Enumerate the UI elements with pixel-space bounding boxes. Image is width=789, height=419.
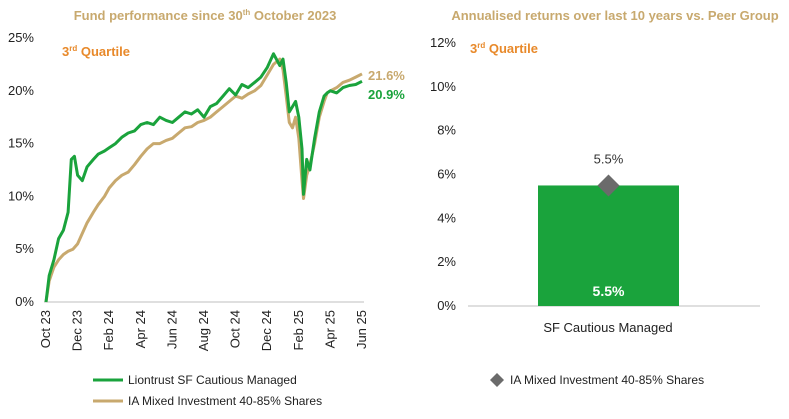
bar-legend-label-ia-mixed: IA Mixed Investment 40-85% Shares xyxy=(510,373,704,387)
line-chart: Fund performance since 30th October 2023… xyxy=(8,8,405,408)
line-chart-title-superscript: th xyxy=(243,8,251,17)
line-chart-end-labels: 21.6% 20.9% xyxy=(368,68,405,102)
line-chart-quartile-annotation: 3rd Quartile xyxy=(62,44,130,59)
bar-y-tick-label: 8% xyxy=(437,123,456,138)
line-y-tick-label: 25% xyxy=(8,30,34,45)
line-y-tick-label: 10% xyxy=(8,188,34,203)
end-label-ia-mixed: 21.6% xyxy=(368,68,405,83)
bar-y-tick-label: 2% xyxy=(437,254,456,269)
line-x-tick-label: Jun 24 xyxy=(164,310,179,349)
line-chart-y-ticks: 0% 5% 10% 15% 20% 25% xyxy=(8,30,34,309)
bar-chart-bars: 5.5% 5.5% xyxy=(538,151,679,306)
bar-chart: Annualised returns over last 10 years vs… xyxy=(430,8,779,387)
bar-chart-quartile-suffix: rd xyxy=(477,41,485,50)
line-x-tick-label: Jun 25 xyxy=(354,310,369,349)
line-y-tick-label: 15% xyxy=(8,136,34,151)
end-label-liontrust: 20.9% xyxy=(368,87,405,102)
bar-sf-cautious-managed xyxy=(538,185,679,306)
line-series-1 xyxy=(44,57,363,303)
line-x-tick-label: Oct 24 xyxy=(228,310,243,348)
line-x-tick-label: Apr 24 xyxy=(133,310,148,348)
line-chart-series xyxy=(44,52,363,303)
line-x-tick-label: Feb 25 xyxy=(291,310,306,350)
line-x-tick-label: Feb 24 xyxy=(101,310,116,350)
bar-y-tick-label: 6% xyxy=(437,167,456,182)
line-x-tick-label: Oct 23 xyxy=(38,310,53,348)
bar-chart-quartile-word: Quartile xyxy=(485,41,538,56)
line-y-tick-label: 0% xyxy=(15,294,34,309)
bar-chart-category-label: SF Cautious Managed xyxy=(543,320,672,335)
bar-chart-y-ticks: 0% 2% 4% 6% 8% 10% 12% xyxy=(430,35,456,313)
bar-y-tick-label: 10% xyxy=(430,79,456,94)
bar-chart-quartile-number: 3 xyxy=(470,41,477,56)
bar-chart-title: Annualised returns over last 10 years vs… xyxy=(451,8,778,23)
line-chart-title-part-2: October 2023 xyxy=(250,8,336,23)
legend-label-liontrust: Liontrust SF Cautious Managed xyxy=(128,373,297,387)
line-y-tick-label: 5% xyxy=(15,241,34,256)
line-chart-quartile-word: Quartile xyxy=(77,44,130,59)
peer-group-diamond-marker xyxy=(597,174,620,197)
line-chart-legend: Liontrust SF Cautious Managed IA Mixed I… xyxy=(93,373,322,408)
bar-data-label: 5.5% xyxy=(593,283,625,299)
line-chart-x-ticks: Oct 23 Dec 23 Feb 24 Apr 24 Jun 24 Aug 24 Oct … xyxy=(38,310,369,351)
bar-y-tick-label: 4% xyxy=(437,210,456,225)
line-series-0 xyxy=(44,52,363,303)
legend-label-ia-mixed: IA Mixed Investment 40-85% Shares xyxy=(128,394,322,408)
bar-chart-legend: IA Mixed Investment 40-85% Shares xyxy=(490,373,704,387)
marker-data-label: 5.5% xyxy=(594,151,624,166)
line-x-tick-label: Apr 25 xyxy=(322,310,337,348)
line-y-tick-label: 20% xyxy=(8,83,34,98)
line-chart-title: Fund performance since 30th October 2023 xyxy=(74,8,337,23)
bar-y-tick-label: 12% xyxy=(430,35,456,50)
line-x-tick-label: Dec 23 xyxy=(70,310,85,351)
line-x-tick-label: Aug 24 xyxy=(196,310,211,351)
line-chart-quartile-suffix: rd xyxy=(69,44,77,53)
legend-diamond-ia-mixed xyxy=(490,373,504,387)
line-chart-quartile-number: 3 xyxy=(62,44,69,59)
bar-chart-quartile-annotation: 3rd Quartile xyxy=(470,41,538,56)
bar-y-tick-label: 0% xyxy=(437,298,456,313)
line-chart-title-part-1: Fund performance since 30 xyxy=(74,8,243,23)
line-x-tick-label: Dec 24 xyxy=(259,310,274,351)
